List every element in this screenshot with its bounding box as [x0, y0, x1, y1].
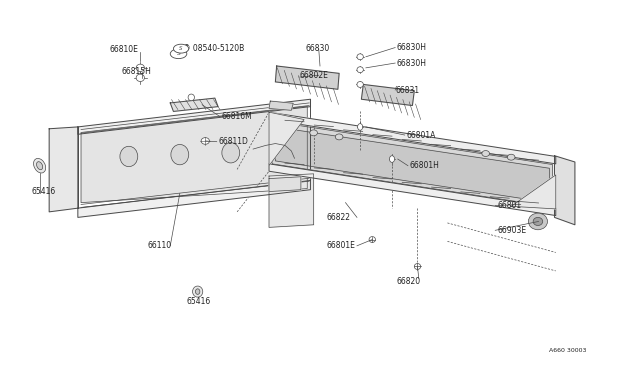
- Ellipse shape: [357, 81, 364, 87]
- Ellipse shape: [171, 144, 189, 165]
- Ellipse shape: [136, 74, 145, 81]
- Text: 66831: 66831: [395, 86, 419, 94]
- Ellipse shape: [33, 158, 45, 173]
- Text: 66903E: 66903E: [497, 226, 526, 235]
- Text: 66110: 66110: [148, 241, 172, 250]
- Ellipse shape: [390, 156, 394, 162]
- Ellipse shape: [188, 94, 195, 101]
- Ellipse shape: [193, 286, 203, 297]
- Text: S: S: [177, 51, 180, 56]
- Ellipse shape: [120, 146, 138, 167]
- Ellipse shape: [201, 138, 209, 144]
- Ellipse shape: [136, 64, 145, 71]
- Ellipse shape: [335, 134, 343, 140]
- Polygon shape: [275, 66, 339, 89]
- Text: 66830: 66830: [306, 44, 330, 53]
- Text: 66801H: 66801H: [409, 161, 439, 170]
- Ellipse shape: [533, 217, 543, 225]
- Ellipse shape: [195, 289, 200, 294]
- Text: A660 30003: A660 30003: [549, 348, 587, 353]
- Text: 66820: 66820: [396, 277, 420, 286]
- Text: 66801: 66801: [497, 201, 521, 210]
- Ellipse shape: [508, 154, 515, 160]
- Polygon shape: [269, 101, 293, 110]
- Circle shape: [170, 49, 187, 59]
- Text: 66802E: 66802E: [300, 71, 328, 80]
- Polygon shape: [78, 180, 310, 217]
- Text: 66811D: 66811D: [218, 137, 248, 146]
- Text: 66816M: 66816M: [221, 112, 252, 121]
- Text: 65416: 65416: [32, 187, 56, 196]
- Text: 66830H: 66830H: [396, 58, 426, 68]
- Text: 66801A: 66801A: [406, 131, 435, 140]
- Ellipse shape: [36, 162, 43, 170]
- Ellipse shape: [310, 130, 317, 136]
- Polygon shape: [269, 164, 556, 215]
- Polygon shape: [272, 121, 552, 207]
- Polygon shape: [269, 112, 304, 166]
- Text: 65416: 65416: [186, 297, 211, 306]
- Polygon shape: [170, 98, 218, 112]
- Polygon shape: [554, 156, 575, 225]
- Ellipse shape: [529, 213, 547, 230]
- Polygon shape: [275, 127, 549, 203]
- Text: 66801E: 66801E: [326, 241, 355, 250]
- Ellipse shape: [482, 151, 490, 157]
- Ellipse shape: [369, 237, 376, 243]
- Text: 66822: 66822: [326, 213, 350, 222]
- Polygon shape: [269, 112, 556, 164]
- Ellipse shape: [357, 67, 364, 73]
- Text: 66815H: 66815H: [121, 67, 151, 76]
- Text: 66810E: 66810E: [109, 45, 139, 54]
- Ellipse shape: [414, 263, 420, 269]
- Ellipse shape: [358, 124, 363, 130]
- Polygon shape: [511, 175, 556, 209]
- Text: © 08540-5120B: © 08540-5120B: [183, 44, 244, 53]
- Polygon shape: [49, 127, 78, 212]
- Text: S: S: [179, 46, 183, 51]
- Ellipse shape: [222, 142, 240, 163]
- Polygon shape: [269, 177, 301, 192]
- Circle shape: [173, 44, 189, 53]
- Ellipse shape: [357, 54, 364, 60]
- Polygon shape: [78, 99, 310, 134]
- Text: 66830H: 66830H: [396, 43, 426, 52]
- Polygon shape: [269, 174, 314, 227]
- Polygon shape: [81, 106, 307, 203]
- Polygon shape: [362, 84, 414, 106]
